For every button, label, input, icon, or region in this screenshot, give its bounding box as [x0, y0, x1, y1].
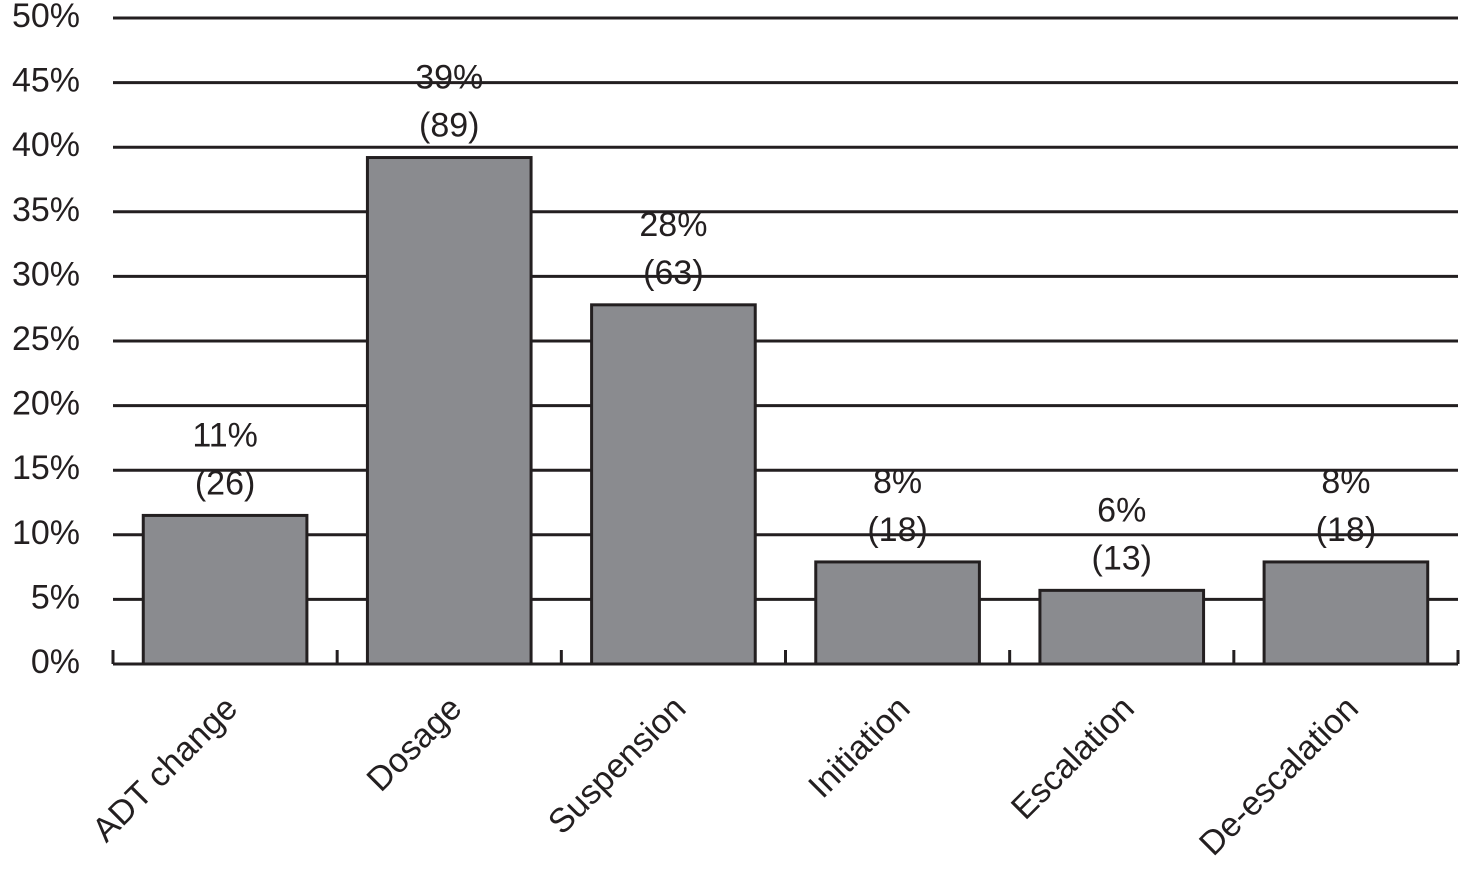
- count-label: (63): [643, 254, 703, 292]
- x-tick-label: Escalation: [1004, 689, 1142, 827]
- bar: [141, 513, 309, 666]
- bar: [590, 303, 757, 666]
- y-tick-label: 40%: [12, 126, 80, 164]
- x-tick-label: ADT change: [85, 689, 245, 849]
- x-tick-label: Dosage: [360, 689, 470, 799]
- value-label: 11%: [192, 416, 258, 454]
- count-label: (18): [1316, 511, 1376, 549]
- y-tick-label: 5%: [31, 578, 80, 616]
- x-tick-label: De-escalation: [1192, 689, 1366, 863]
- x-tick-label: Initiation: [801, 689, 917, 805]
- count-label: (18): [867, 511, 927, 549]
- y-tick-label: 25%: [12, 320, 80, 358]
- count-label: (13): [1092, 539, 1152, 577]
- y-tick-label: 0%: [31, 643, 80, 681]
- bar: [1262, 560, 1430, 666]
- y-tick-label: 15%: [12, 449, 80, 487]
- y-tick-label: 45%: [12, 62, 80, 100]
- y-tick-label: 20%: [12, 385, 80, 423]
- count-label: (26): [195, 464, 255, 502]
- bar: [1038, 588, 1206, 666]
- y-tick-label: 10%: [12, 514, 80, 552]
- y-tick-label: 30%: [12, 255, 80, 293]
- y-tick-label: 50%: [12, 0, 80, 35]
- y-tick-label: 35%: [12, 191, 80, 229]
- x-tick-label: Suspension: [541, 689, 694, 842]
- count-label: (89): [419, 107, 479, 145]
- value-label: 28%: [639, 206, 707, 244]
- bar: [365, 156, 533, 666]
- value-label: 6%: [1097, 491, 1146, 529]
- value-label: 8%: [873, 463, 922, 501]
- bar: [814, 560, 981, 666]
- value-label: 39%: [415, 59, 483, 97]
- value-label: 8%: [1321, 463, 1370, 501]
